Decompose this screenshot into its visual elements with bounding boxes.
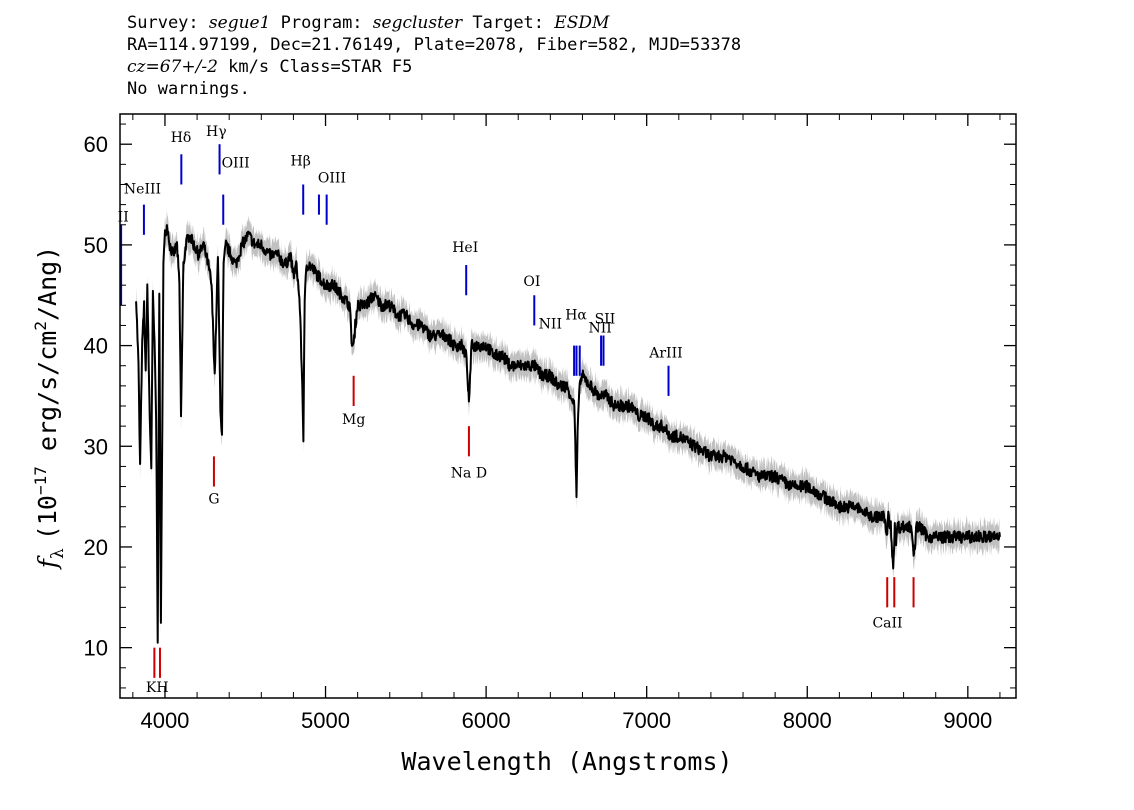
- header-warnings-line: No warnings.: [127, 79, 250, 99]
- error-band-layer: [136, 210, 1000, 654]
- absorption-line-label: CaII: [872, 616, 902, 632]
- emission-line-label: II: [118, 210, 129, 226]
- object-class: Class=STAR F5: [279, 57, 413, 77]
- header-survey-line: Survey: segue1 Program: segcluster Targe…: [127, 12, 741, 34]
- emission-line-label: NeIII: [124, 182, 161, 198]
- emission-line-label: Hα: [565, 307, 587, 323]
- emission-line-label: Hγ: [206, 124, 227, 140]
- y-label-exp1: −17: [31, 466, 50, 495]
- header-redshift-line: cz=67+/-2 km/s Class=STAR F5: [127, 56, 741, 78]
- y-label-pre: (10: [33, 495, 62, 540]
- emission-line-label: HeI: [452, 240, 478, 256]
- y-tick-label: 60: [84, 132, 108, 157]
- x-tick-label: 9000: [943, 708, 992, 733]
- survey-value: segue1: [208, 13, 271, 33]
- y-tick-label: 10: [84, 636, 108, 661]
- redshift-unit: km/s: [228, 57, 270, 77]
- x-axis-label: Wavelength (Angstroms): [401, 747, 732, 776]
- x-tick-label: 6000: [462, 708, 511, 733]
- emission-line-label: SII: [595, 311, 616, 327]
- x-tick-label: 4000: [140, 708, 189, 733]
- emission-line-label: Hδ: [171, 130, 192, 146]
- x-tick-label: 8000: [783, 708, 832, 733]
- program-value: segcluster: [372, 13, 463, 33]
- absorption-line-label: Na D: [451, 465, 487, 481]
- program-label: Program:: [280, 13, 363, 33]
- y-tick-label: 40: [84, 334, 108, 359]
- x-tick-label: 7000: [622, 708, 671, 733]
- y-label-lambda: λ: [48, 548, 68, 559]
- emission-line-label: NII: [539, 316, 562, 332]
- emission-line-label: ArIII: [648, 346, 682, 362]
- plot-frame: [119, 113, 1017, 699]
- y-axis-label: fλ (10−17 erg/s/cm2/Ang): [31, 246, 68, 570]
- absorption-line-label: KH: [146, 680, 169, 696]
- emission-line-label: NII: [588, 320, 611, 336]
- target-value: ESDM: [554, 13, 610, 33]
- emission-line-label: Hβ: [290, 153, 310, 169]
- x-tick-label: 5000: [301, 708, 350, 733]
- axes-layer: 4000 5000 6000 7000 8000 9000 10 20 30 40 50 60: [84, 114, 1016, 733]
- flux-layer: [135, 224, 1001, 644]
- absorption-line-label: Mg: [342, 412, 365, 428]
- y-tick-label: 20: [84, 535, 108, 560]
- flux-line-0: [135, 224, 1001, 644]
- spectrum-header: Survey: segue1 Program: segcluster Targe…: [127, 12, 741, 100]
- absorption-line-label: G: [208, 492, 219, 508]
- redshift-value: cz=67+/-2: [127, 57, 218, 77]
- y-label-exp2: 2: [31, 321, 50, 331]
- emission-line-label: OIII: [222, 155, 250, 171]
- y-label-mid: erg/s/cm: [33, 331, 62, 466]
- header-coordinates-line: RA=114.97199, Dec=21.76149, Plate=2078, …: [127, 35, 742, 55]
- target-label: Target:: [472, 13, 545, 33]
- y-tick-label: 50: [84, 233, 108, 258]
- y-label-f: f: [33, 555, 62, 570]
- y-label-post: /Ang): [33, 246, 62, 321]
- emission-line-label: OI: [523, 274, 540, 290]
- error-band-0: [136, 210, 1000, 654]
- y-tick-label: 30: [84, 434, 108, 459]
- emission-line-label: OIII: [318, 170, 346, 186]
- survey-label: Survey:: [127, 13, 199, 33]
